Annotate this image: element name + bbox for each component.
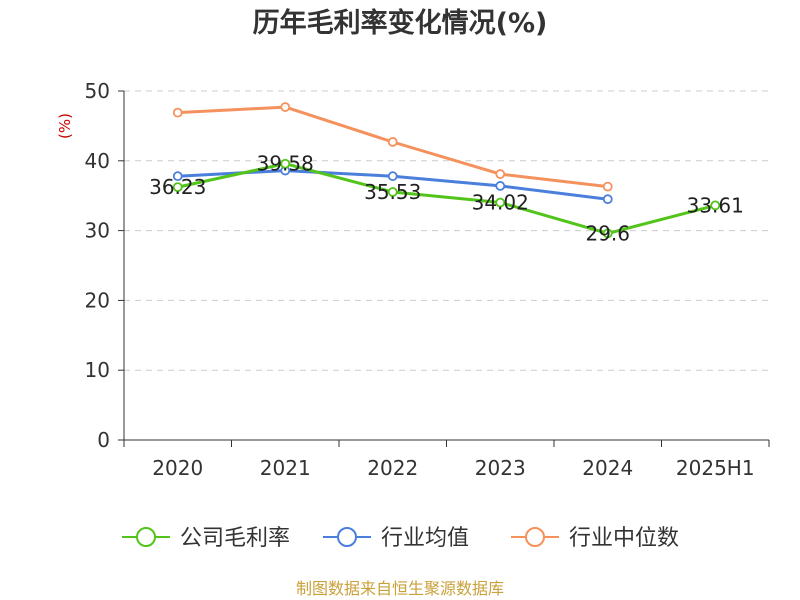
series-line [177,162,716,235]
data-point [387,171,398,182]
legend-label: 行业均值 [381,526,469,551]
grid-layer [124,90,769,371]
legend-marker-icon [136,527,156,547]
axis-layer: 0 10 20 30 40 50 2020 2021 2022 2023 2024 2025H1 [85,79,770,480]
y-tick-label: 40 [85,149,110,173]
y-tick-label: 50 [85,79,110,103]
data-point [495,197,506,208]
y-tick-label: 20 [85,288,110,312]
data-point [280,158,291,169]
data-point [172,182,183,193]
data-point [280,102,291,112]
x-tick-label: 2024 [582,456,633,480]
data-label: 39.58 [257,152,314,176]
legend-label: 行业中位数 [569,526,679,551]
x-tick-label: 2021 [260,456,311,480]
y-tick-label: 10 [85,358,110,382]
y-tick-label: 30 [85,219,110,243]
legend-marker-icon [337,527,357,547]
series-layer [172,102,721,239]
x-tick-label: 2025H1 [676,456,755,480]
data-label: 36.23 [149,175,206,199]
data-point [387,187,398,197]
data-point [172,107,183,118]
x-tick-label: 2020 [152,456,203,480]
chart-title: 历年毛利率变化情况(%) [253,7,548,39]
x-tick-label: 2023 [475,456,526,480]
data-point [495,169,506,179]
legend-label: 公司毛利率 [180,526,290,551]
data-label: 35.53 [364,180,421,204]
data-label: 34.02 [472,191,529,215]
legend: 公司毛利率 行业均值 行业中位数 [122,526,679,551]
legend-marker-icon [525,527,545,547]
y-tick-label: 0 [97,428,110,452]
data-point [387,137,398,147]
data-point [710,200,721,211]
data-label: 29.6 [585,221,630,245]
footer-source: 制图数据来自恒生聚源数据库 [296,579,504,598]
data-point [602,194,613,205]
x-tick-label: 2022 [367,456,418,480]
data-point [602,228,613,239]
data-label: 33.61 [687,193,744,217]
y-axis-label: (%) [56,113,74,139]
data-label-layer: 36.23 39.58 35.53 34.02 29.6 33.61 [149,152,744,246]
data-point [602,181,613,192]
data-point [495,181,506,191]
data-point [172,171,183,182]
